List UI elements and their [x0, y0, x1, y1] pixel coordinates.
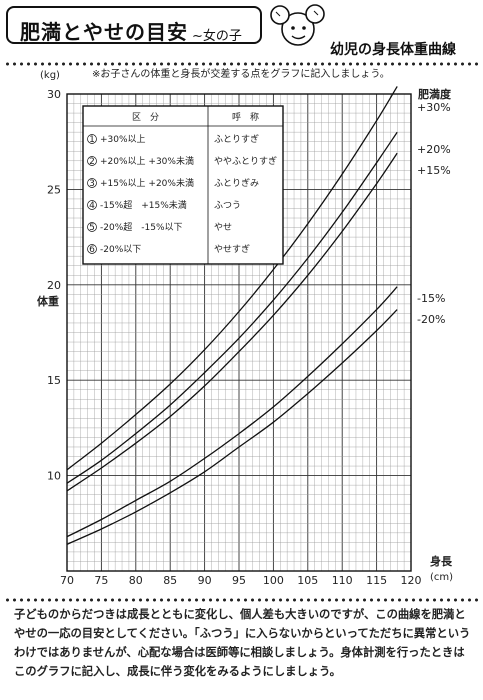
legend-row-number	[87, 244, 97, 254]
legend-row-name: ややふとりすぎ	[214, 155, 277, 167]
chart-title: 幼児の身長体重曲線	[330, 42, 456, 58]
legend-row-number	[87, 156, 97, 166]
page-title: 肥満とやせの目安	[20, 20, 188, 44]
legend-row-range: +15%以上 +20%未満	[100, 177, 194, 189]
x-tick-label: 95	[232, 574, 246, 587]
x-tick-label: 110	[332, 574, 353, 587]
plot-frame	[66, 93, 412, 572]
series-line-4	[66, 286, 398, 538]
legend-row-name: やせすぎ	[214, 243, 250, 255]
x-tick-label: 105	[297, 574, 318, 587]
series-line-1	[66, 86, 398, 471]
y-tick-label: 20	[47, 279, 61, 292]
y-axis-label: 体重	[37, 294, 59, 308]
legend-row-number	[87, 178, 97, 188]
series-header: 肥満度	[418, 87, 452, 101]
x-tick-label: 70	[60, 574, 74, 587]
x-tick-label: 90	[198, 574, 212, 587]
series-label: +20%	[417, 143, 451, 156]
chart-note: ※お子さんの体重と身長が交差する点をグラフに記入しましょう。	[92, 67, 390, 80]
legend-header-name: 呼 称	[232, 111, 259, 123]
legend-row-number	[87, 222, 97, 232]
series-label: -20%	[417, 313, 445, 326]
x-tick-label: 120	[401, 574, 422, 587]
x-tick-label: 75	[94, 574, 108, 587]
y-tick-label: 30	[47, 88, 61, 101]
y-tick-label: 10	[47, 470, 61, 483]
series-line-5	[66, 309, 398, 545]
legend-row-number-text: 6	[89, 245, 95, 255]
x-tick-label: 80	[129, 574, 143, 587]
legend-row-number-text: 1	[89, 135, 95, 145]
page-subtitle: ~女の子	[192, 29, 242, 44]
y-unit-label: (kg)	[40, 70, 60, 81]
x-tick-label: 100	[263, 574, 284, 587]
dotted-divider-bottom	[4, 598, 479, 602]
x-unit-label: (cm)	[430, 572, 453, 583]
legend-row-range: -20%超 -15%以下	[100, 221, 183, 233]
series-label: +30%	[417, 101, 451, 114]
legend-row-number-text: 5	[89, 223, 95, 233]
legend-header-range: 区 分	[132, 112, 159, 123]
y-tick-label: 25	[47, 183, 61, 196]
legend-row-name: ふつう	[214, 200, 241, 211]
growth-chart: 70 75 80 85 90 95 100 105 110 115 1201015202530(kg…	[37, 67, 453, 587]
series-label: -15%	[417, 292, 445, 305]
legend-row-range: +30%以上	[100, 134, 146, 145]
mascot-illustration	[270, 4, 325, 46]
legend-row-name: ふとりぎみ	[214, 177, 259, 189]
legend-row-range: +20%以上 +30%未満	[100, 155, 194, 167]
footer-note: 子どものからだつきは成長とともに変化し、個人差も大きいのですが、この曲線を肥満と…	[14, 608, 471, 678]
legend-row-number	[87, 134, 97, 144]
legend-row-number-text: 2	[89, 157, 95, 167]
dotted-divider-top	[4, 62, 479, 66]
series-line-2	[66, 131, 398, 484]
y-tick-label: 15	[47, 374, 61, 387]
legend-row-number	[87, 200, 97, 210]
title-box: 肥満とやせの目安 ~女の子	[6, 6, 262, 44]
legend-row-name: ふとりすぎ	[214, 133, 259, 145]
legend-row-number-text: 4	[89, 201, 95, 211]
legend-row-range: -20%以下	[100, 245, 141, 255]
x-tick-label: 85	[163, 574, 177, 587]
legend-table	[82, 105, 284, 265]
legend-row-range: -15%超 +15%未満	[100, 199, 187, 211]
x-axis-label: 身長	[430, 554, 453, 568]
legend-row-number-text: 3	[89, 179, 95, 189]
x-tick-label: 115	[366, 574, 387, 587]
legend-row-name: やせ	[214, 222, 232, 233]
series-label: +15%	[417, 164, 451, 177]
series-line-3	[66, 152, 398, 492]
